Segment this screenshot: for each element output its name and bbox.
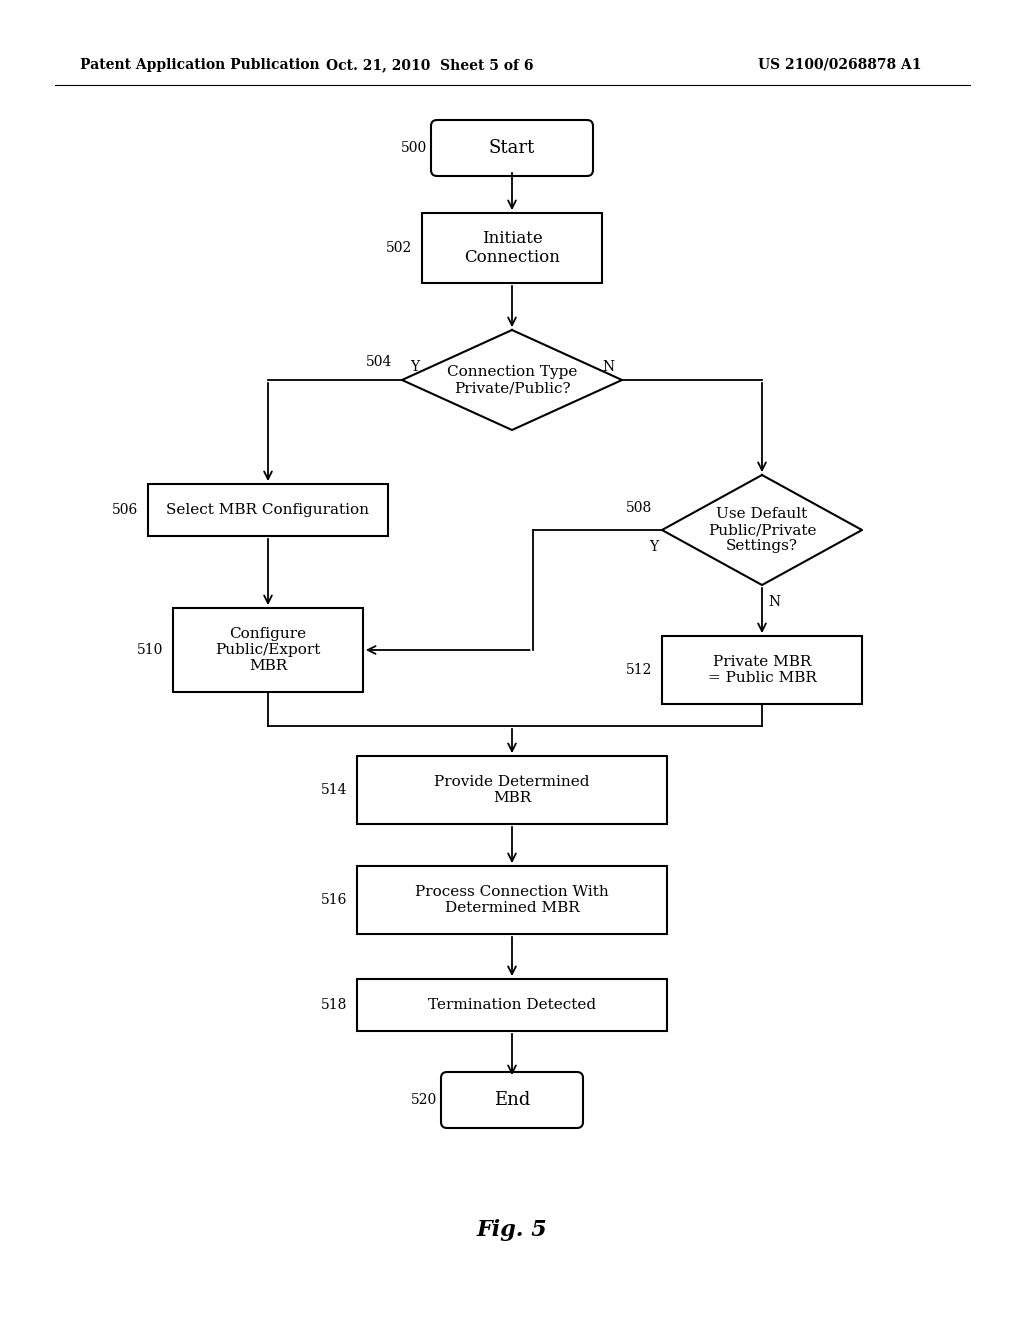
Text: 512: 512 xyxy=(626,663,652,677)
Text: Initiate
Connection: Initiate Connection xyxy=(464,230,560,267)
Text: Private MBR
= Public MBR: Private MBR = Public MBR xyxy=(708,655,816,685)
Text: N: N xyxy=(768,595,780,609)
Text: Start: Start xyxy=(488,139,536,157)
Text: Patent Application Publication: Patent Application Publication xyxy=(80,58,319,73)
Bar xyxy=(148,484,388,536)
Text: 500: 500 xyxy=(400,141,427,154)
Text: End: End xyxy=(494,1092,530,1109)
Bar xyxy=(357,756,667,824)
Text: 502: 502 xyxy=(386,242,412,255)
Text: 506: 506 xyxy=(112,503,138,517)
Text: N: N xyxy=(602,360,614,374)
Text: Y: Y xyxy=(649,540,658,554)
Bar xyxy=(357,866,667,935)
Text: Configure
Public/Export
MBR: Configure Public/Export MBR xyxy=(215,627,321,673)
Text: 516: 516 xyxy=(321,894,347,907)
FancyBboxPatch shape xyxy=(431,120,593,176)
Text: Provide Determined
MBR: Provide Determined MBR xyxy=(434,775,590,805)
Bar xyxy=(422,213,602,282)
Text: Process Connection With
Determined MBR: Process Connection With Determined MBR xyxy=(415,884,609,915)
Bar xyxy=(662,636,862,704)
Bar xyxy=(357,979,667,1031)
Text: 514: 514 xyxy=(321,783,347,797)
Text: 504: 504 xyxy=(366,355,392,370)
Text: Y: Y xyxy=(410,360,419,374)
Text: US 2100/0268878 A1: US 2100/0268878 A1 xyxy=(758,58,922,73)
Text: Select MBR Configuration: Select MBR Configuration xyxy=(167,503,370,517)
Text: 518: 518 xyxy=(321,998,347,1012)
Text: 510: 510 xyxy=(136,643,163,657)
FancyBboxPatch shape xyxy=(441,1072,583,1129)
Text: 520: 520 xyxy=(411,1093,437,1107)
Text: Fig. 5: Fig. 5 xyxy=(476,1218,548,1241)
Text: Use Default
Public/Private
Settings?: Use Default Public/Private Settings? xyxy=(708,507,816,553)
Text: Termination Detected: Termination Detected xyxy=(428,998,596,1012)
Text: Connection Type
Private/Public?: Connection Type Private/Public? xyxy=(446,364,578,395)
Text: 508: 508 xyxy=(626,502,652,515)
Text: Oct. 21, 2010  Sheet 5 of 6: Oct. 21, 2010 Sheet 5 of 6 xyxy=(327,58,534,73)
Bar xyxy=(173,609,362,692)
